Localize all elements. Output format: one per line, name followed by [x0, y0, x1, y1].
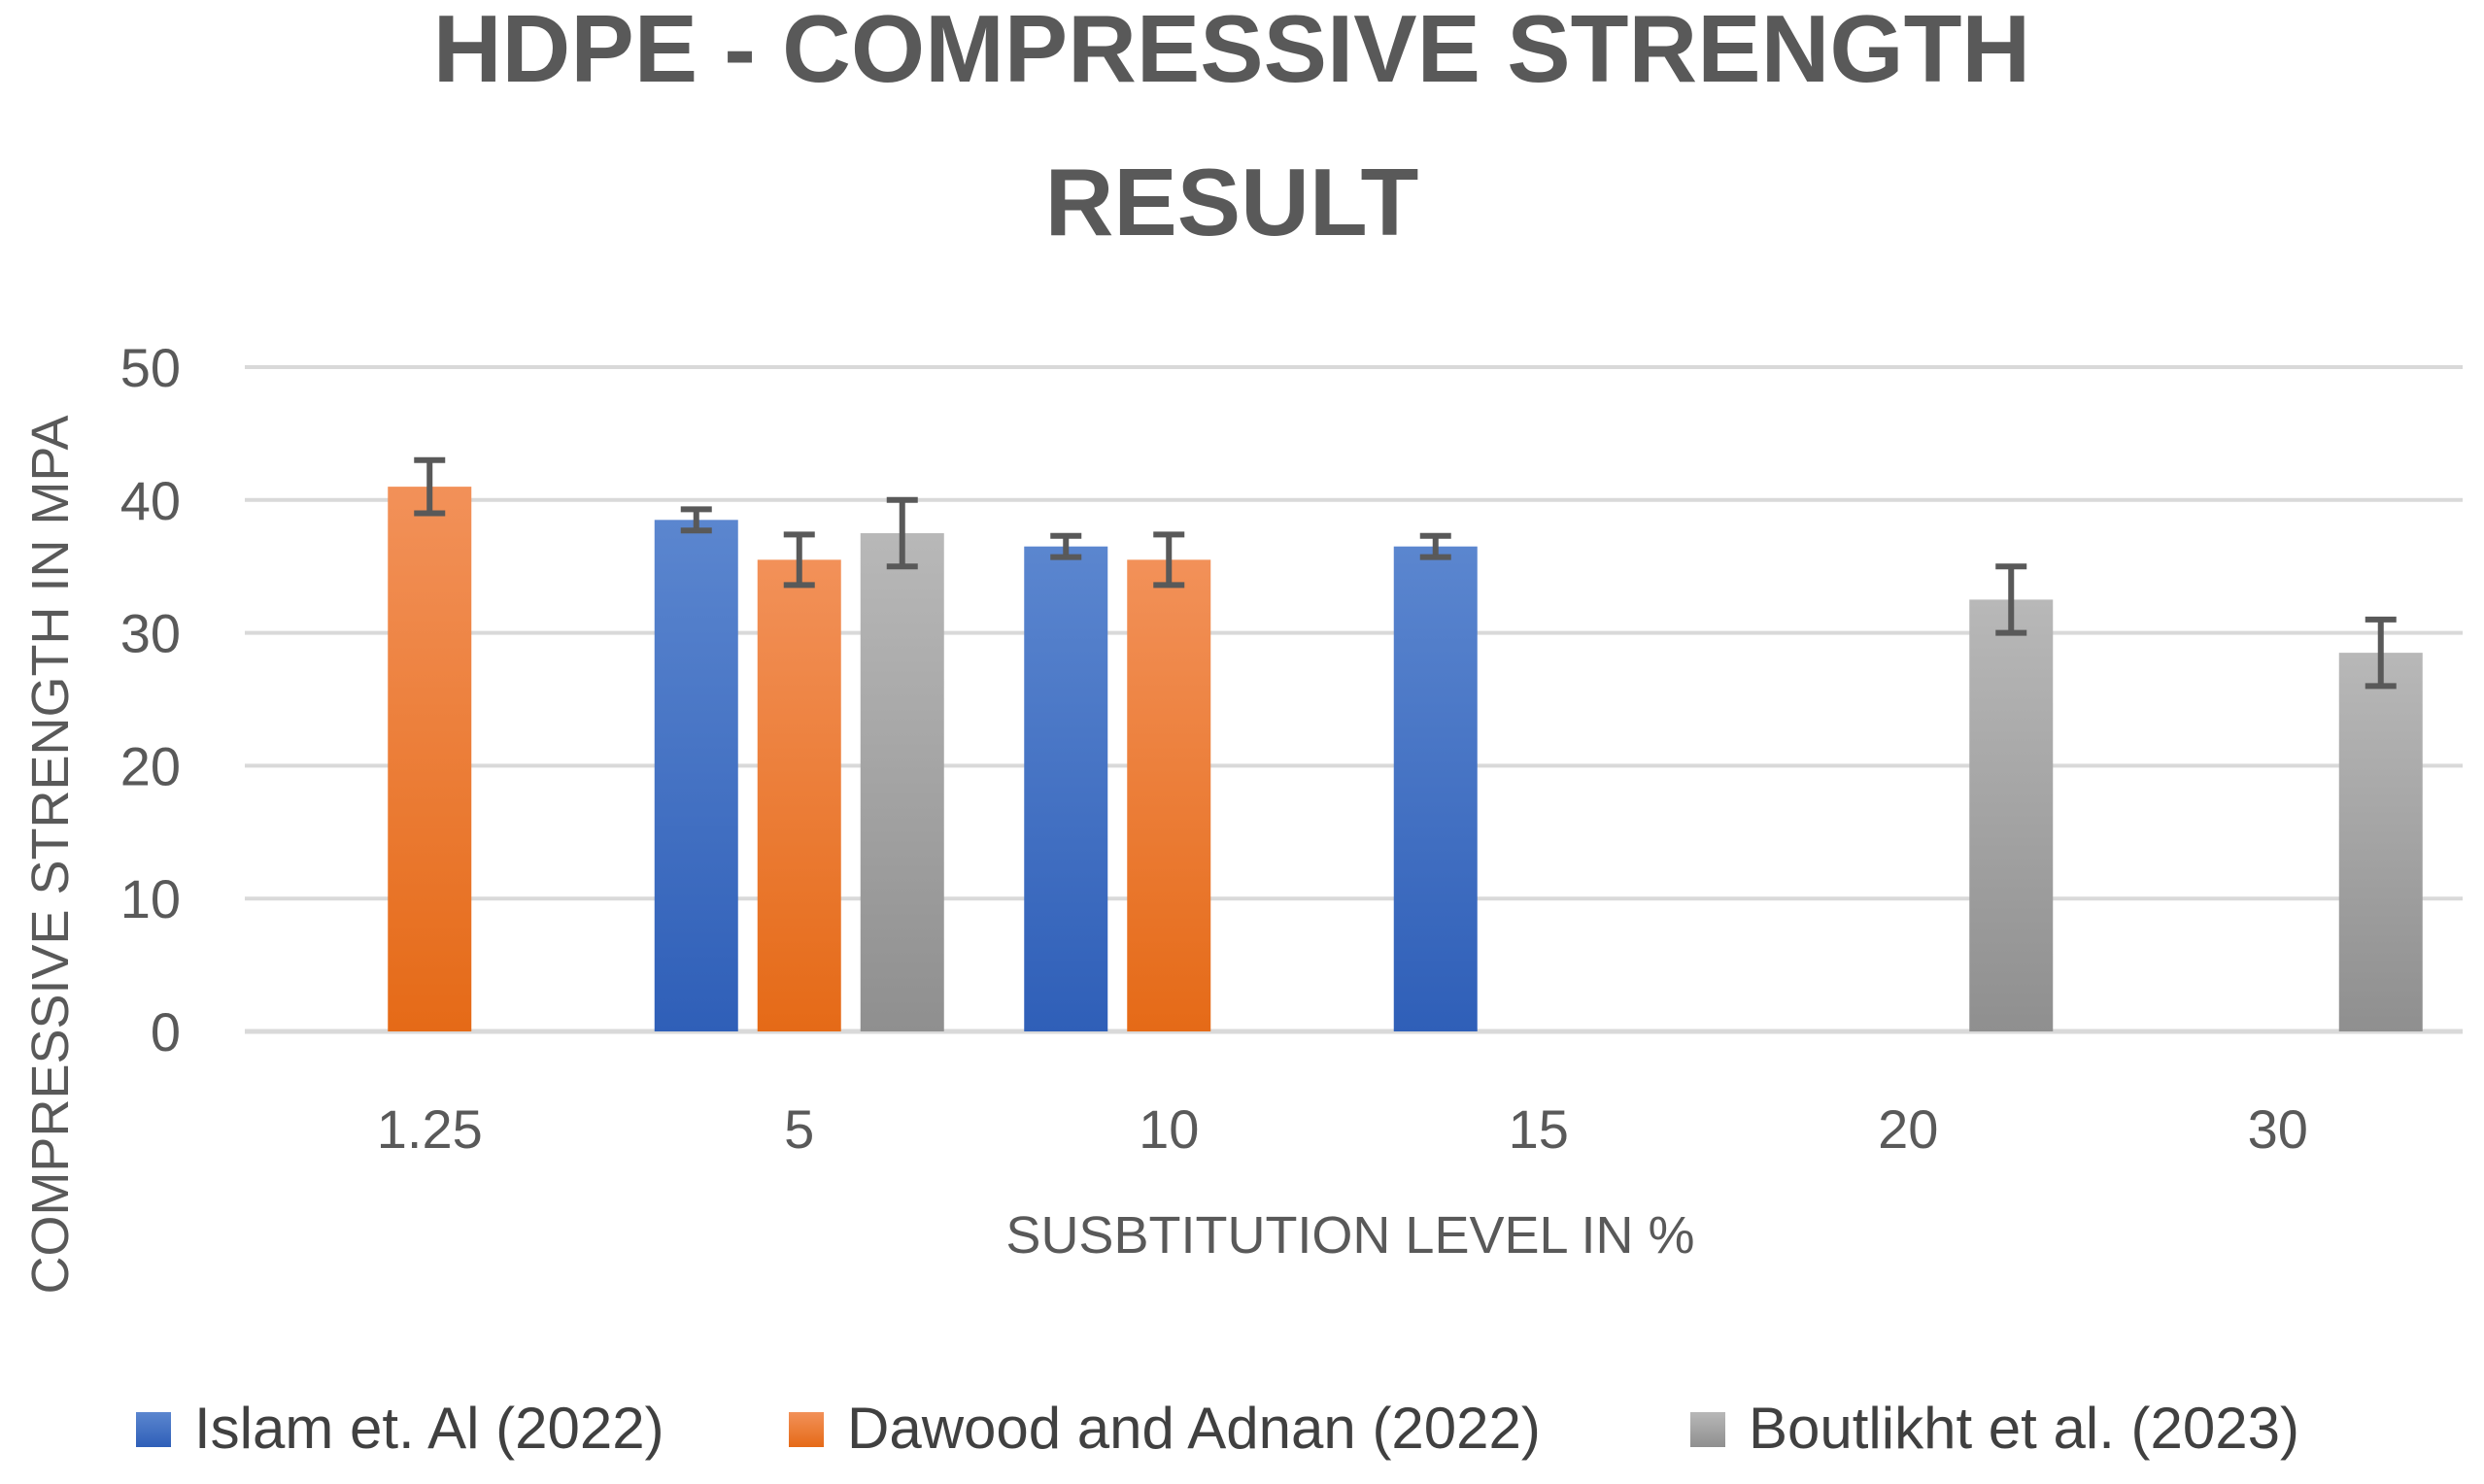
bar-islam-5 — [654, 520, 738, 1031]
bar-dawood-5 — [757, 559, 841, 1031]
x-tick-label: 20 — [1878, 1098, 1938, 1160]
error-bar — [1995, 563, 2027, 636]
y-tick-label: 40 — [120, 470, 181, 531]
legend-label: Islam et. Al (2022) — [194, 1396, 664, 1461]
chart-title-line-1: HDPE - COMPRESSIVE STRENGTH — [433, 0, 2030, 102]
x-axis-title: SUSBTITUTION LEVEL IN % — [1005, 1206, 1694, 1265]
x-tick-label: 5 — [784, 1098, 814, 1160]
error-bar — [414, 456, 446, 517]
y-axis-title: COMPRESSIVE STRENGTH IN MPA — [21, 415, 80, 1294]
bar-islam-10 — [1024, 546, 1108, 1031]
error-bars — [414, 456, 2397, 690]
chart-title-line-2: RESULT — [1045, 149, 1419, 255]
legend-swatch — [1690, 1412, 1725, 1447]
y-tick-label: 20 — [120, 735, 181, 796]
legend: Islam et. Al (2022) Dawood and Adnan (202… — [136, 1396, 2299, 1461]
error-bar — [1153, 531, 1185, 589]
y-tick-label: 50 — [120, 337, 181, 398]
bar-boutlikht-5 — [860, 533, 944, 1031]
bars — [388, 487, 2423, 1031]
error-bar — [1050, 532, 1082, 560]
bar-dawood-1.25 — [388, 487, 472, 1031]
y-tick-label: 10 — [120, 868, 181, 929]
error-bar — [783, 531, 815, 589]
x-tick-label: 15 — [1509, 1098, 1569, 1160]
y-tick-label: 30 — [120, 603, 181, 664]
legend-label: Boutlikht et al. (2023) — [1749, 1396, 2299, 1461]
error-bar — [886, 496, 918, 570]
bar-islam-15 — [1393, 546, 1478, 1031]
error-bar — [1419, 532, 1451, 560]
x-tick-label: 30 — [2248, 1098, 2308, 1160]
y-axis-ticks: 0 10 20 30 40 50 — [120, 337, 181, 1062]
x-tick-label: 1.25 — [377, 1098, 483, 1160]
y-tick-label: 0 — [151, 1001, 181, 1062]
x-tick-label: 10 — [1139, 1098, 1199, 1160]
bar-boutlikht-30 — [2338, 653, 2423, 1031]
bar-dawood-10 — [1127, 559, 1211, 1031]
gridlines — [245, 365, 2463, 1034]
error-bar — [2365, 616, 2397, 690]
legend-swatch — [136, 1412, 171, 1447]
legend-swatch — [789, 1412, 824, 1447]
legend-label: Dawood and Adnan (2022) — [847, 1396, 1541, 1461]
error-bar — [680, 506, 712, 534]
bar-boutlikht-20 — [1969, 599, 2054, 1031]
x-axis-ticks: 1.25 5 10 15 20 30 — [377, 1098, 2308, 1160]
